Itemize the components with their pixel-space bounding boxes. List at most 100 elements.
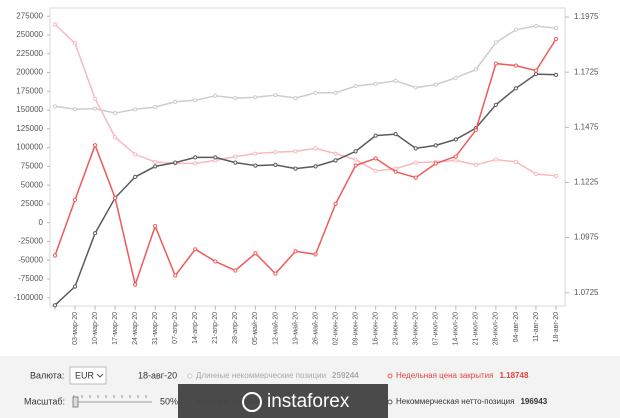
- point-marker: [413, 175, 418, 180]
- scale-label: Масштаб:: [24, 396, 65, 406]
- point-marker: [273, 92, 278, 98]
- point-marker: [493, 61, 498, 66]
- point-marker: [373, 156, 378, 161]
- point-marker: [333, 90, 338, 95]
- point-marker: [553, 37, 559, 42]
- point-marker: [533, 68, 539, 73]
- point-marker: [213, 155, 218, 160]
- x-tick-label: 28-июл-20: [493, 312, 500, 345]
- y2-tick-label: 1.0975: [574, 233, 599, 242]
- legend-marker: [187, 373, 193, 379]
- point-marker: [253, 251, 258, 256]
- series-line: [54, 23, 557, 177]
- point-marker: [553, 72, 559, 77]
- y2-tick-label: 1.1975: [574, 12, 599, 21]
- legend-value: 196943: [520, 397, 547, 406]
- currency-value: EUR: [75, 370, 95, 380]
- point-marker: [153, 159, 158, 164]
- currency-label: Валюта:: [30, 370, 64, 380]
- point-marker: [113, 110, 118, 116]
- point-marker: [133, 152, 138, 157]
- point-marker: [52, 303, 58, 308]
- y-tick-label: 275000: [16, 11, 43, 20]
- point-marker: [92, 143, 98, 148]
- point-marker: [72, 284, 78, 289]
- y-tick-label: -25000: [18, 237, 43, 246]
- currency-select[interactable]: [69, 366, 107, 385]
- point-marker: [293, 149, 298, 154]
- point-marker: [72, 107, 78, 112]
- x-tick-label: 19-май-20: [291, 312, 299, 345]
- point-marker: [513, 63, 519, 68]
- slider-thumb[interactable]: [72, 396, 79, 408]
- point-marker: [173, 273, 178, 278]
- legend-label: Некоммерческая нетто-позиция: [396, 397, 514, 406]
- x-tick-label: 31-мар-20: [152, 312, 159, 345]
- y-tick-label: 100000: [16, 143, 43, 152]
- point-marker: [193, 161, 198, 166]
- point-marker: [253, 163, 258, 168]
- point-marker: [233, 95, 238, 101]
- point-marker: [213, 259, 218, 264]
- point-marker: [413, 160, 418, 165]
- legend-marker: [387, 399, 393, 405]
- point-marker: [413, 146, 418, 151]
- point-marker: [253, 95, 258, 100]
- point-marker: [353, 157, 358, 162]
- point-marker: [133, 174, 138, 179]
- point-marker: [92, 106, 98, 111]
- point-marker: [113, 135, 118, 140]
- point-marker: [52, 253, 58, 258]
- x-tick-label: 11-авг-20: [533, 312, 540, 342]
- point-marker: [453, 158, 458, 163]
- watermark-logo: [242, 392, 262, 412]
- point-marker: [52, 104, 58, 109]
- point-marker: [113, 195, 118, 201]
- point-marker: [273, 271, 278, 276]
- point-marker: [553, 173, 559, 179]
- series-line: [54, 73, 557, 306]
- point-marker: [373, 133, 378, 138]
- point-marker: [233, 268, 238, 273]
- watermark-box: [178, 384, 388, 418]
- legend-value: 1.18748: [499, 371, 528, 380]
- point-marker: [233, 154, 238, 159]
- y-tick-label: 175000: [16, 86, 43, 95]
- point-marker: [353, 83, 358, 89]
- y-tick-label: -100000: [14, 293, 44, 302]
- point-marker: [193, 155, 198, 160]
- point-marker: [533, 171, 539, 176]
- x-tick-label: 28-апр-20: [232, 312, 239, 344]
- x-tick-label: 24-мар-20: [132, 312, 139, 345]
- point-marker: [153, 224, 158, 229]
- x-tick-label: 04-авг-20: [513, 312, 520, 343]
- point-marker: [453, 75, 458, 80]
- x-tick-label: 18-авг-20: [553, 312, 560, 343]
- y-tick-label: -75000: [18, 274, 43, 283]
- selected-date: 18-авг-20: [138, 370, 177, 380]
- point-marker: [173, 160, 178, 165]
- point-marker: [433, 82, 438, 87]
- point-marker: [533, 71, 539, 77]
- point-marker: [173, 99, 178, 104]
- point-marker: [373, 168, 378, 173]
- point-marker: [52, 22, 58, 27]
- legend-label: Недельная цена закрытия: [396, 371, 493, 380]
- x-tick-label: 21-апр-20: [212, 312, 219, 344]
- point-marker: [473, 67, 478, 72]
- x-tick-label: 03-мар-20: [72, 312, 79, 345]
- point-marker: [293, 166, 298, 171]
- y-tick-label: 50000: [21, 180, 44, 189]
- y-tick-label: 125000: [16, 124, 43, 133]
- point-marker: [153, 104, 158, 110]
- point-marker: [353, 163, 358, 168]
- y2-tick-label: 1.1725: [574, 67, 599, 76]
- y2-tick-label: 1.1475: [574, 122, 599, 131]
- x-tick-label: 30-июн-20: [413, 312, 420, 345]
- point-marker: [233, 160, 238, 165]
- y2-tick-label: 1.0725: [574, 288, 599, 297]
- point-marker: [153, 164, 158, 169]
- point-marker: [313, 146, 318, 151]
- plot-frame: [49, 7, 566, 307]
